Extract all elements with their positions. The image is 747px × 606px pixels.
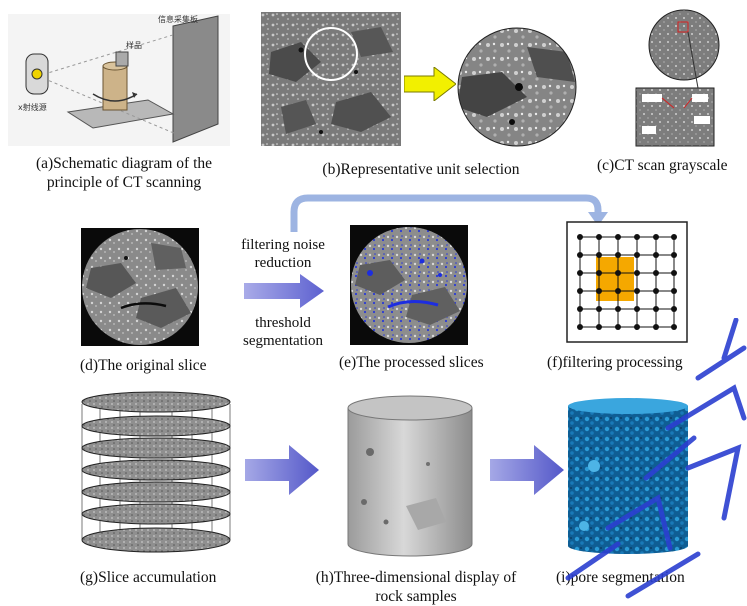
arrow-h-to-i: [490, 445, 564, 495]
magnified-unit-circle: [457, 27, 577, 147]
caption-a-line1: (a)Schematic diagram of the: [35, 155, 213, 172]
caption-h-line1: (h)Three-dimensional display of: [315, 569, 517, 586]
processed-slice: [350, 225, 468, 345]
selection-arrow: [404, 67, 456, 101]
filtering-noise-line1: filtering noise: [241, 237, 325, 253]
threshold-line2: segmentation: [243, 333, 323, 349]
sample-chinese-label: 样品: [126, 41, 142, 50]
watermark-seal: [548, 318, 747, 601]
threshold-line1: threshold: [255, 315, 311, 331]
threshold-label: threshold segmentation: [228, 314, 338, 350]
source-chinese-label: x射线源: [18, 103, 47, 112]
arrow-g-to-h: [245, 445, 319, 495]
filtering-noise-line2: reduction: [254, 255, 312, 271]
caption-b: (b)Representative unit selection: [322, 161, 520, 178]
caption-f: (f)filtering processing: [547, 354, 683, 371]
caption-h-line2: rock samples: [375, 588, 457, 605]
ct-scanning-schematic: 信息采集板 样品 x射线源: [8, 14, 230, 146]
caption-c: (c)CT scan grayscale: [597, 157, 728, 174]
caption-d: (d)The original slice: [80, 357, 207, 374]
filtering-noise-label: filtering noise reduction: [228, 236, 338, 272]
caption-h: (h)Three-dimensional display of rock sam…: [296, 568, 536, 606]
rock-sample-3d: [346, 394, 474, 558]
filtering-grid: [566, 221, 688, 343]
caption-e: (e)The processed slices: [339, 354, 484, 371]
processing-arrow: [244, 274, 324, 308]
detector-chinese-label: 信息采集板: [158, 15, 198, 24]
ct-grayscale-panel: [634, 8, 747, 158]
caption-g: (g)Slice accumulation: [80, 569, 217, 586]
caption-a: (a)Schematic diagram of the principle of…: [26, 154, 222, 192]
original-slice: [81, 228, 199, 346]
caption-a-line2: principle of CT scanning: [46, 174, 202, 191]
grayscale-slice-square: [261, 12, 401, 146]
pore-segmentation-3d: [564, 396, 692, 556]
slice-accumulation-cylinder: [80, 390, 232, 558]
flow-arrow-e-to-f: [286, 188, 616, 234]
